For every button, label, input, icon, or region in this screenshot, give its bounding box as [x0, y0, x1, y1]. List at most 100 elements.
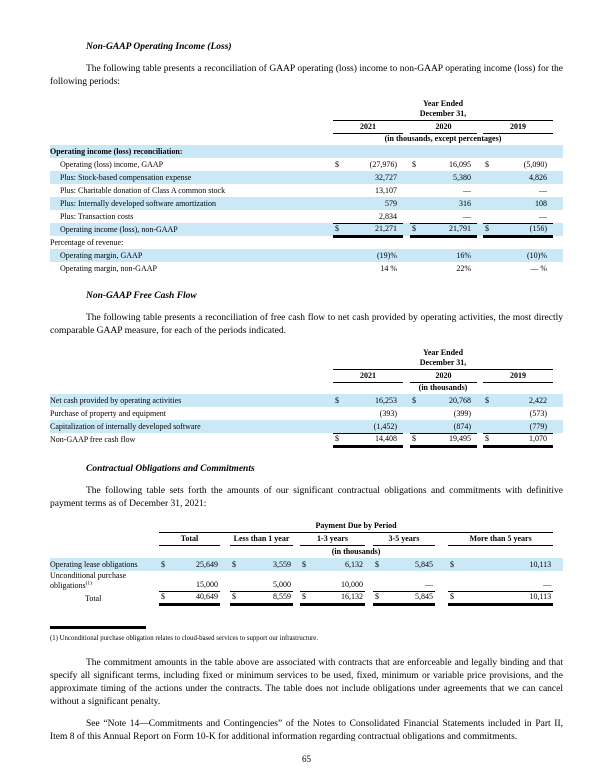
value-2020: 16,095	[449, 160, 471, 169]
dollar-sign: $	[373, 591, 386, 606]
table-row: Operating margin, GAAP (19)% 16% (10)%	[50, 249, 563, 262]
column-header-less-1yr: Less than 1 year	[230, 532, 293, 546]
payment-due-header: Payment Due by Period	[159, 519, 554, 533]
value-less-1yr: 8,559	[243, 591, 293, 606]
value-2020: (399)	[453, 409, 471, 418]
value-2019: — %	[530, 264, 547, 273]
value-2019: —	[539, 186, 547, 195]
dollar-sign: $	[410, 433, 424, 448]
value-2019: (156)	[497, 223, 553, 238]
table-row: Purchase of property and equipment (393)…	[50, 407, 563, 420]
intro-operating-income: The following table presents a reconcili…	[50, 64, 563, 87]
heading-non-gaap-operating-income: Non-GAAP Operating Income (Loss)	[86, 42, 232, 52]
table-row: Plus: Internally developed software amor…	[50, 197, 563, 210]
value-2021: 14 %	[380, 264, 397, 273]
dollar-sign: $	[232, 559, 236, 569]
row-label: Operating margin, non-GAAP	[60, 264, 157, 273]
page-number: 65	[302, 754, 311, 764]
value-2021: 32,727	[375, 173, 397, 182]
table-row: Capitalization of internally developed s…	[50, 420, 563, 434]
value-3-5yr: 5,845	[415, 559, 433, 569]
column-header-1-3yr: 1-3 years	[300, 532, 365, 546]
dollar-sign: $	[483, 223, 497, 238]
period-header: Year Ended December 31,	[333, 98, 553, 121]
dollar-sign: $	[375, 559, 379, 569]
row-label: Total	[85, 593, 102, 603]
value-2021: 21,271	[347, 223, 403, 238]
row-label: Plus: Transaction costs	[60, 212, 134, 221]
value-2021: 13,107	[375, 186, 397, 195]
table-row: Operating income (loss) reconciliation:	[50, 145, 563, 158]
dollar-sign: $	[159, 591, 172, 606]
value-2021: 2,834	[347, 210, 403, 224]
value-2021: (1,452)	[347, 420, 403, 434]
units-note: (in thousands)	[418, 383, 468, 392]
column-header-more-5yr: More than 5 years	[448, 532, 554, 546]
dollar-sign: $	[335, 396, 339, 405]
table-row-total: Total $ 40,649 $ 8,559 $ 16,132 $ 5,845 …	[50, 591, 563, 606]
value-2021: (19)%	[377, 251, 397, 260]
operating-income-reconciliation-table: Year Ended December 31, 2021 2020 2019 (…	[50, 98, 563, 275]
heading-non-gaap-free-cash-flow: Non-GAAP Free Cash Flow	[86, 291, 197, 301]
row-label: Net cash provided by operating activitie…	[50, 396, 182, 405]
dollar-sign: $	[485, 396, 489, 405]
value-2019: —	[497, 210, 553, 224]
footnote-rule	[50, 626, 146, 629]
free-cash-flow-table: Year Ended December 31, 2021 2020 2019 (…	[50, 347, 563, 448]
year-column-header: 2020	[410, 369, 477, 383]
intro-contractual-obligations: The following table sets forth the amoun…	[50, 485, 563, 509]
table-row: Operating (loss) income, GAAP $ (27,976)…	[50, 158, 563, 171]
column-header-3-5yr: 3-5 years	[373, 532, 435, 546]
value-1-3yr: 6,132	[345, 559, 363, 569]
value-2021: 16,253	[375, 396, 397, 405]
value-2021: 14,408	[347, 433, 403, 448]
column-header-total: Total	[159, 532, 220, 546]
note-14-reference-paragraph: See “Note 14—Commitments and Contingenci…	[50, 719, 563, 742]
units-note: (in thousands)	[331, 546, 381, 556]
table-row: Operating margin, non-GAAP 14 % 22% — %	[50, 262, 563, 275]
value-1-3yr: 16,132	[313, 591, 365, 606]
value-more-5yr: 10,113	[529, 559, 552, 569]
year-column-header: 2020	[410, 120, 477, 134]
row-label: Capitalization of internally developed s…	[50, 422, 201, 431]
dollar-sign: $	[335, 160, 339, 169]
value-less-1yr: 5,000	[243, 570, 293, 592]
dollar-sign: $	[161, 559, 165, 569]
row-label: Plus: Charitable donation of Class A com…	[60, 186, 226, 195]
value-2019: 4,826	[529, 173, 547, 182]
dollar-sign: $	[300, 591, 313, 606]
value-2020: 22%	[456, 264, 471, 273]
value-2019: (573)	[529, 409, 547, 418]
contractual-obligations-table: Payment Due by Period Total Less than 1 …	[50, 519, 564, 606]
dollar-sign: $	[333, 223, 347, 238]
value-2021: (27,976)	[369, 160, 397, 169]
value-2020: 316	[459, 199, 471, 208]
value-total: 40,649	[172, 591, 220, 606]
value-2020: 21,791	[424, 223, 477, 238]
value-2020: —	[463, 186, 471, 195]
row-label: Percentage of revenue:	[50, 238, 124, 247]
row-label: Operating income (loss) reconciliation:	[50, 147, 183, 156]
year-column-header: 2019	[483, 369, 553, 383]
table-row: Unconditional purchase obligations(1) 15…	[50, 570, 563, 592]
table-row: Percentage of revenue:	[50, 236, 563, 249]
value-3-5yr: —	[386, 570, 435, 592]
value-2019: (10)%	[527, 251, 547, 260]
value-2019: 1,070	[497, 433, 553, 448]
value-total: 25,649	[196, 559, 218, 569]
row-label: Operating margin, GAAP	[60, 251, 143, 260]
value-2021: (393)	[379, 409, 397, 418]
dollar-sign: $	[410, 223, 424, 238]
dollar-sign: $	[450, 559, 454, 569]
dollar-sign: $	[302, 559, 306, 569]
dollar-sign: $	[485, 160, 489, 169]
dollar-sign: $	[333, 433, 347, 448]
row-label: Plus: Internally developed software amor…	[60, 199, 216, 208]
value-2020: —	[424, 210, 477, 224]
table-row-total: Operating income (loss), non-GAAP $ 21,2…	[50, 223, 563, 238]
value-more-5yr: —	[461, 570, 554, 592]
value-3-5yr: 5,845	[386, 591, 435, 606]
value-2019: 108	[535, 199, 547, 208]
units-note: (in thousands, except percentages)	[384, 134, 502, 143]
